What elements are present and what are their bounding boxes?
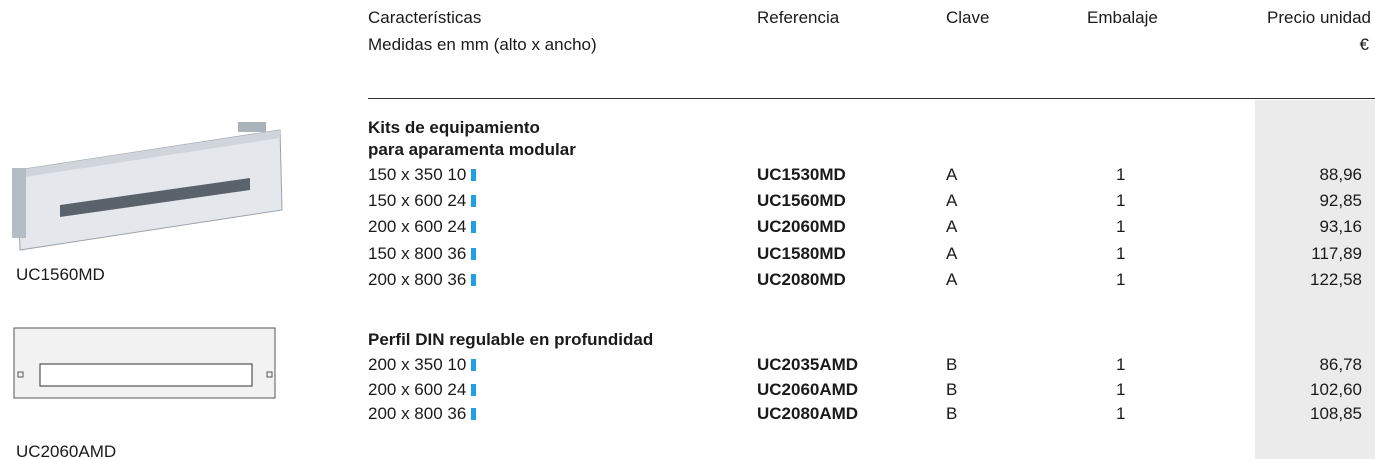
clave: A [946,269,958,289]
marker [471,169,477,181]
precio: 102,60 [1310,379,1362,399]
header-caracteristicas: Características [368,8,482,27]
header-embalaje: Embalaje [1087,8,1158,27]
referencia: UC1560MD [757,191,846,211]
marker [471,221,477,234]
embalaje: 1 [1116,355,1126,374]
referencia: UC1530MD [757,165,846,184]
embalaje: 1 [1116,269,1126,289]
referencia: UC2060MD [757,217,846,237]
product-image [12,122,283,251]
size: 200 x 800 36 [368,270,477,290]
header-referencia: Referencia [757,8,840,27]
header-medidas: Medidas en mm (alto x ancho) [368,35,597,54]
embalaje: 1 [1116,243,1126,263]
embalaje: 1 [1116,217,1126,237]
clave: A [946,217,958,237]
referencia: UC2080AMD [757,404,859,423]
embalaje: 1 [1116,191,1126,211]
marker [471,383,477,396]
marker [471,195,477,208]
marker [471,359,477,371]
section-title: para aparamenta modular [368,140,576,159]
image-caption: UC1560MD [16,265,105,284]
precio: 108,85 [1310,404,1362,423]
header-clave: Clave [946,8,990,27]
precio: 117,89 [1311,243,1362,263]
embalaje: 1 [1116,379,1126,399]
product-image [13,327,276,399]
size: 200 x 600 24 [368,217,477,237]
clave: B [946,379,958,399]
precio: 93,16 [1319,217,1362,237]
header-moneda: € [1359,35,1369,54]
embalaje: 1 [1116,404,1126,423]
precio: 88,96 [1319,165,1362,184]
referencia: UC1580MD [757,243,846,263]
size: 150 x 800 36 [368,244,477,264]
marker [471,408,477,420]
header-rule [368,98,1375,99]
clave: B [946,355,958,374]
precio: 86,78 [1319,355,1362,374]
clave: A [946,243,958,263]
section-title: Perfil DIN regulable en profundidad [368,330,654,349]
marker [471,273,477,286]
clave: A [946,165,958,184]
price-column-bg [1255,100,1375,459]
size: 200 x 350 10 [368,355,477,375]
header-precio: Precio unidad [1267,8,1371,27]
size: 150 x 350 10 [368,165,477,185]
marker [471,247,477,260]
precio: 122,58 [1310,269,1362,289]
size: 200 x 600 24 [368,380,477,400]
size: 150 x 600 24 [368,191,477,211]
referencia: UC2060AMD [757,379,859,399]
clave: B [946,404,958,423]
referencia: UC2035AMD [757,355,859,374]
precio: 92,85 [1319,191,1362,211]
image-caption: UC2060AMD [16,442,117,459]
section-title: Kits de equipamiento [368,118,540,137]
embalaje: 1 [1116,165,1126,184]
referencia: UC2080MD [757,269,846,289]
size: 200 x 800 36 [368,404,477,424]
clave: A [946,191,958,211]
